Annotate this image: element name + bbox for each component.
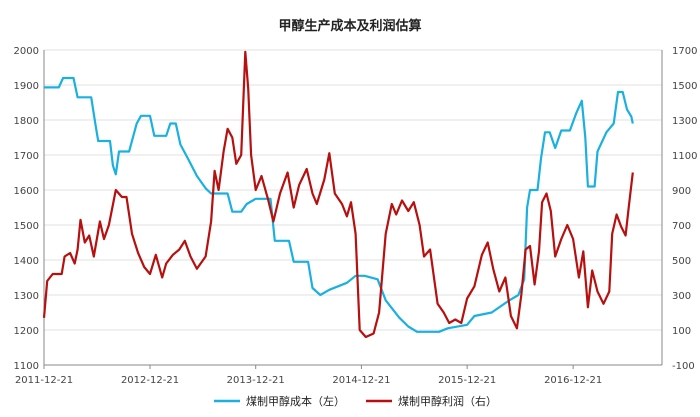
y-left-tick-label: 1200	[14, 326, 39, 337]
y-right-tick-label: 1300	[672, 116, 697, 127]
x-tick-label: 2014-12-21	[332, 375, 390, 386]
x-tick-label: 2013-12-21	[227, 375, 285, 386]
y-right-tick-label: 1100	[672, 151, 697, 162]
y-right-tick-label: 100	[672, 326, 691, 337]
y-left-tick-label: 1300	[14, 291, 39, 302]
grid	[44, 49, 662, 331]
y-left-tick-label: 1500	[14, 221, 39, 232]
y-right-tick-label: 1500	[672, 81, 697, 92]
x-tick-label: 2016-12-21	[544, 375, 602, 386]
x-tick-label: 2011-12-21	[15, 375, 73, 386]
y-right-tick-label: 300	[672, 291, 691, 302]
y-left-tick-label: 1100	[14, 361, 39, 372]
series-line-2	[42, 50, 634, 339]
legend-label-2: 煤制甲醇利润（右）	[398, 394, 497, 408]
legend-label-1: 煤制甲醇成本（左）	[246, 394, 345, 408]
y-left-tick-label: 1400	[14, 256, 39, 267]
series-line-1	[44, 76, 634, 333]
y-right-tick-label: 1700	[672, 46, 697, 57]
y-right-tick-label: 500	[672, 256, 691, 267]
y-left-tick-label: 1800	[14, 116, 39, 127]
axes: 1100 1200 1300 1400 1500 1600 1700 1800 1900 2000…	[14, 46, 698, 386]
x-tick-label: 2015-12-21	[438, 375, 496, 386]
legend: 煤制甲醇成本（左） 煤制甲醇利润（右）	[214, 394, 497, 408]
y-left-tick-label: 1600	[14, 186, 39, 197]
y-left-tick-label: 1700	[14, 151, 39, 162]
series-layer	[42, 50, 634, 339]
y-right-tick-label: 700	[672, 221, 691, 232]
y-right-tick-label: -100	[672, 361, 695, 372]
y-left-tick-label: 1900	[14, 81, 39, 92]
x-tick-label: 2012-12-21	[121, 375, 179, 386]
chart-title: 甲醇生产成本及利润估算	[278, 18, 421, 34]
y-left-tick-label: 2000	[14, 46, 39, 57]
y-right-tick-label: 900	[672, 186, 691, 197]
